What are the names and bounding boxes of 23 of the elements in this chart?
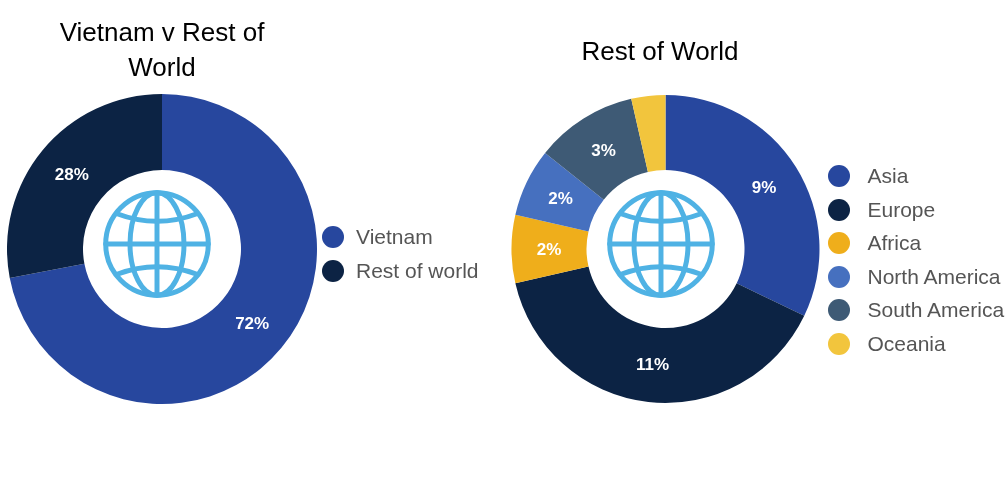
legend-label: Europe — [867, 197, 936, 222]
donut-slice — [665, 95, 820, 316]
donut-slice — [631, 95, 666, 172]
data-label: 28% — [54, 164, 89, 184]
donut-slice — [7, 94, 162, 279]
data-label: 2% — [536, 239, 562, 259]
chart-title: Vietnam v Rest of World — [58, 16, 266, 84]
legend-label: Asia — [867, 163, 909, 188]
data-label: 9% — [751, 177, 777, 197]
legend-label: Oceania — [867, 331, 946, 356]
legend-label: Rest of world — [356, 258, 479, 283]
data-label: 2% — [548, 188, 573, 208]
chart-title: Rest of World — [580, 35, 740, 68]
legend-label: Africa — [867, 231, 922, 256]
legend-label: North America — [867, 264, 1001, 289]
legend-label: Vietnam — [356, 225, 433, 250]
donut-slice — [515, 266, 805, 403]
data-label: 72% — [235, 314, 270, 334]
legend-label: South America — [867, 298, 1005, 323]
data-label: 3% — [591, 140, 616, 160]
donut-slice — [9, 94, 317, 404]
donut-slice — [511, 214, 589, 284]
data-label: 11% — [635, 355, 669, 375]
